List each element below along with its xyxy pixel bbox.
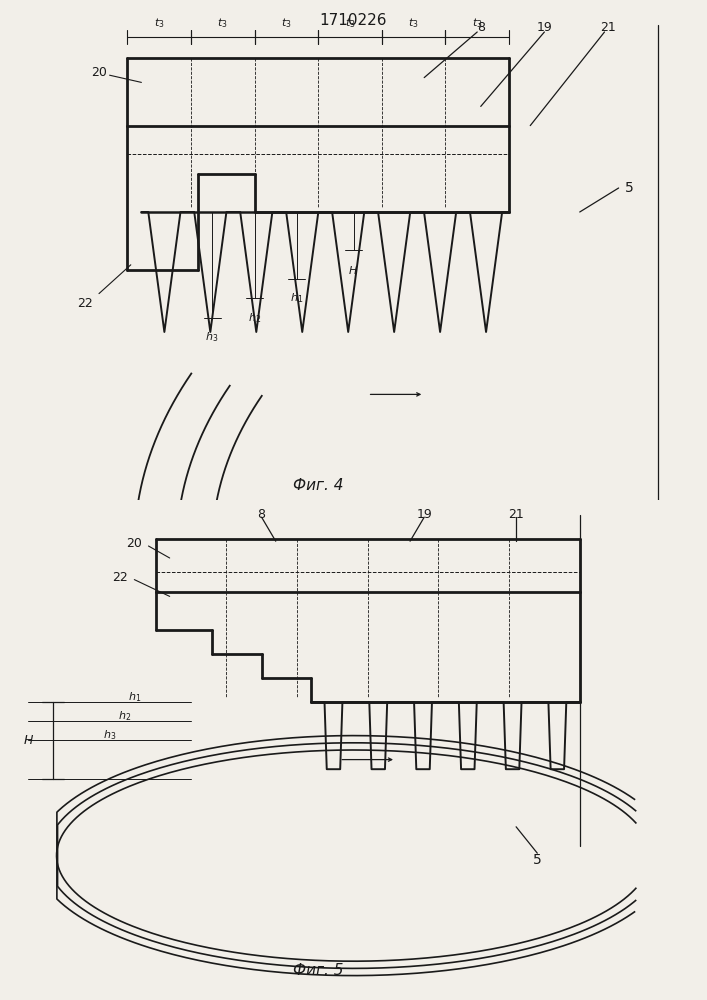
Text: $H$: $H$ [349, 264, 358, 276]
Text: $h_3$: $h_3$ [103, 729, 117, 742]
Text: 1710226: 1710226 [320, 13, 387, 28]
Text: 8: 8 [257, 508, 266, 521]
Text: 5: 5 [533, 853, 542, 867]
Text: 21: 21 [508, 508, 524, 521]
Text: 20: 20 [127, 537, 142, 550]
Text: 19: 19 [537, 21, 552, 34]
Text: $t_3$: $t_3$ [153, 16, 165, 30]
Text: 8: 8 [477, 21, 485, 34]
Text: 21: 21 [600, 21, 616, 34]
Text: $h_1$: $h_1$ [291, 292, 303, 305]
Text: $t_3$: $t_3$ [217, 16, 228, 30]
Text: 22: 22 [77, 297, 93, 310]
Text: $h_2$: $h_2$ [248, 311, 261, 324]
Text: $t_3$: $t_3$ [344, 16, 356, 30]
Text: Фиг. 5: Фиг. 5 [293, 963, 344, 978]
Text: 22: 22 [112, 571, 128, 584]
Text: 19: 19 [416, 508, 432, 521]
Text: 5: 5 [625, 181, 633, 195]
Text: $t_3$: $t_3$ [408, 16, 419, 30]
Text: $h_2$: $h_2$ [117, 710, 131, 723]
Text: $H$: $H$ [23, 734, 34, 747]
Text: Фиг. 4: Фиг. 4 [293, 478, 344, 493]
Text: $t_3$: $t_3$ [281, 16, 292, 30]
Text: 20: 20 [91, 66, 107, 79]
Text: $h_3$: $h_3$ [206, 330, 218, 344]
Text: $h_1$: $h_1$ [128, 690, 141, 704]
Text: $t_3$: $t_3$ [472, 16, 483, 30]
